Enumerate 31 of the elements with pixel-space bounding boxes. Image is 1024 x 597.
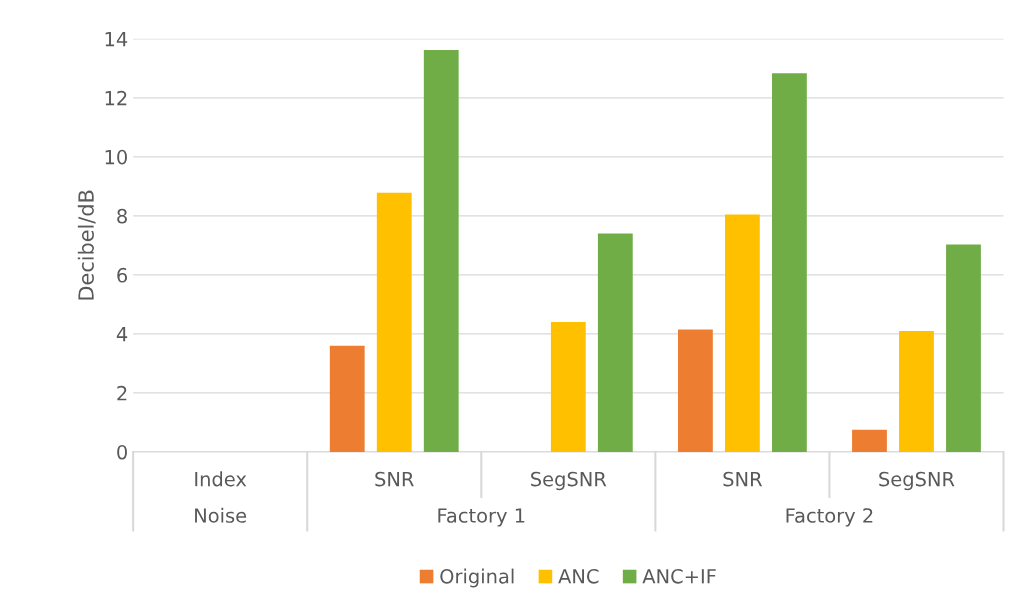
bar [329, 345, 365, 452]
bar [771, 73, 807, 452]
x-tick-label: SNR [375, 471, 414, 487]
bar [376, 192, 412, 452]
bar [852, 429, 887, 452]
y-tick-label: 12 [105, 90, 127, 106]
legend-label: ANC [558, 568, 599, 584]
bar [597, 233, 633, 452]
bar [677, 329, 713, 452]
y-tick-label: 2 [117, 385, 127, 401]
text: Factory 1 [438, 508, 525, 527]
y-tick-label: 14 [105, 32, 128, 47]
x-tick-label: SegSNR [879, 471, 955, 491]
y-tick-label: 0 [117, 444, 127, 460]
legend-label: Original [440, 568, 514, 588]
x-tick-label: SNR [723, 471, 763, 487]
bar [724, 214, 760, 452]
y-tick-label: 4 [116, 327, 128, 342]
text: Noise [195, 507, 247, 523]
y-tick-label: 10 [105, 149, 127, 165]
bar [946, 244, 981, 452]
x-tick-label: Index [195, 471, 247, 487]
text: Factory 2 [786, 508, 873, 527]
bar [423, 50, 459, 452]
legend-label: ANC+IF [642, 568, 716, 584]
y-tick-label: 6 [117, 267, 128, 283]
bar [550, 322, 586, 452]
y-axis-title: Decibel/dB [77, 190, 96, 300]
x-tick-label: SegSNR [531, 471, 607, 491]
y-tick-label: 8 [117, 208, 127, 224]
bar [899, 330, 934, 452]
